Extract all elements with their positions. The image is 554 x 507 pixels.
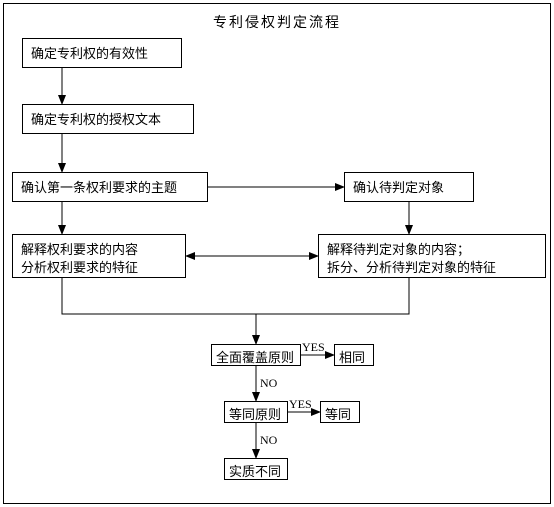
node-claim1-subject: 确认第一条权利要求的主题 <box>12 172 208 202</box>
node-validity: 确定专利权的有效性 <box>22 38 182 68</box>
node-explain-target: 解释待判定对象的内容； 拆分、分析待判定对象的特征 <box>318 234 546 278</box>
edge-label: NO <box>260 433 277 448</box>
edge-label: YES <box>302 340 325 355</box>
node-full-coverage: 全面覆盖原则 <box>211 344 301 366</box>
node-grant-text: 确定专利权的授权文本 <box>22 104 194 134</box>
node-equivalent: 等同 <box>320 401 360 423</box>
node-confirm-target: 确认待判定对象 <box>344 172 474 202</box>
edge-label: YES <box>289 397 312 412</box>
node-equivalence: 等同原则 <box>224 401 288 423</box>
diagram-title: 专利侵权判定流程 <box>4 12 550 32</box>
edge-label: NO <box>260 376 277 391</box>
flowchart-canvas: 专利侵权判定流程 确定专利权的有效性 确定专利权的授权文本 确认第一条权利要求的… <box>3 3 551 504</box>
node-different: 实质不同 <box>224 458 288 480</box>
node-identical: 相同 <box>334 344 374 366</box>
node-explain-claim: 解释权利要求的内容 分析权利要求的特征 <box>12 234 186 278</box>
